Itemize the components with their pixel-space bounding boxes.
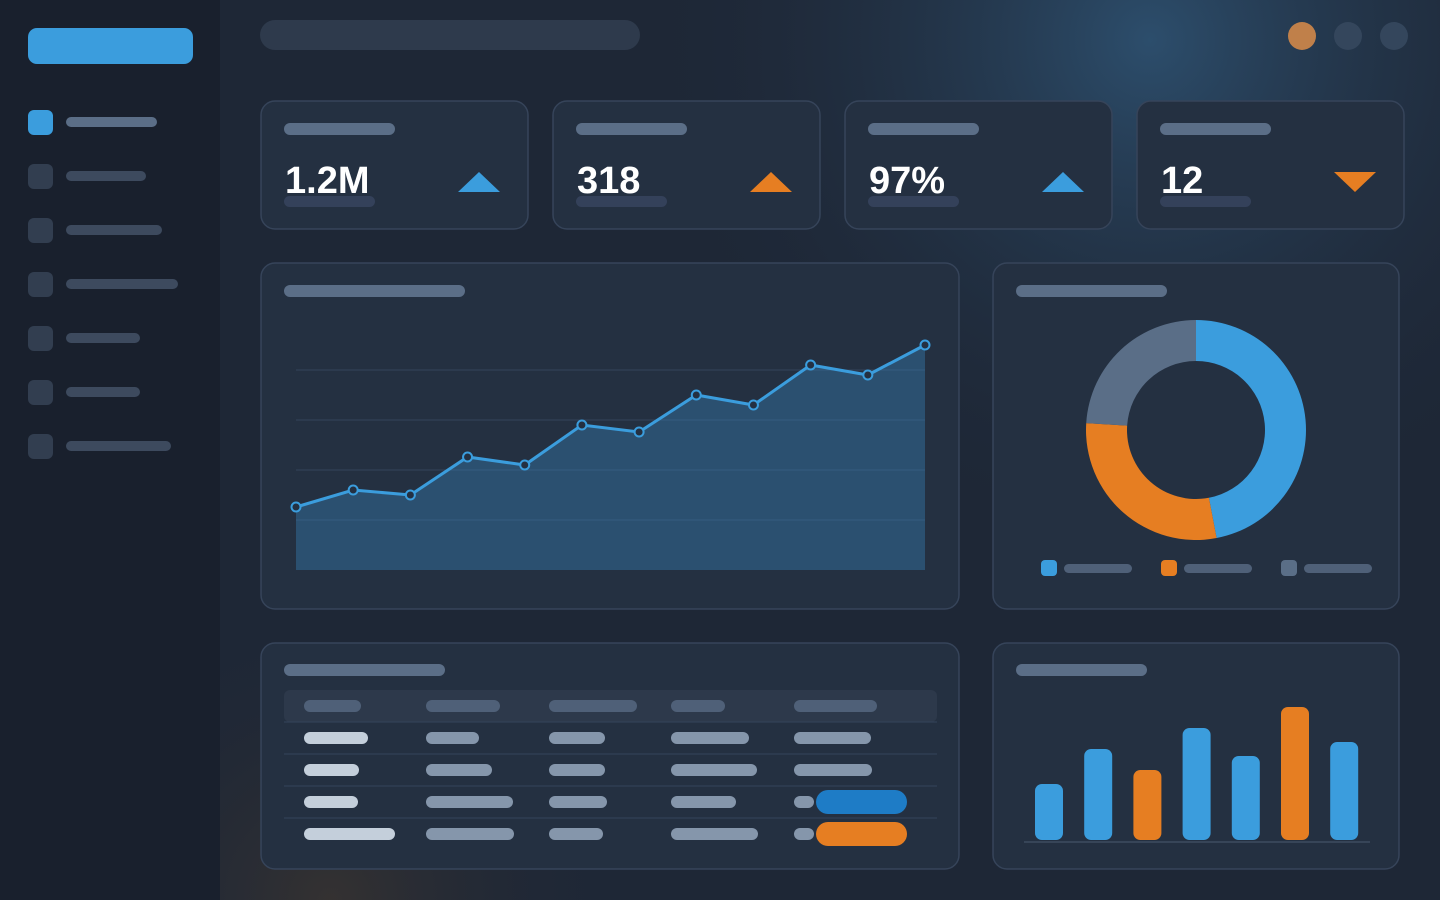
placeholder [1064,564,1132,573]
placeholder [426,796,513,808]
card [992,262,1400,610]
placeholder [426,764,492,776]
trend-arrow [750,172,792,192]
point [862,369,874,381]
placeholder [304,732,368,744]
placeholder [284,196,375,207]
nav-label [66,171,146,181]
placeholder [671,796,736,808]
nav-icon[interactable] [28,380,53,405]
placeholder [1160,196,1251,207]
area-fill [296,345,925,570]
card [260,262,960,610]
point [576,419,588,431]
placeholder [794,700,877,712]
placeholder [1016,285,1167,297]
icon-button[interactable] [1380,22,1408,50]
legend-swatch [1161,560,1177,576]
logo[interactable] [28,28,193,64]
point [805,359,817,371]
bar [1231,756,1260,840]
kpi-value: 318 [577,160,640,202]
placeholder [549,732,605,744]
nav-label [66,387,140,397]
bar [1084,749,1113,840]
placeholder [426,732,479,744]
placeholder [671,732,749,744]
point [519,459,531,471]
point [462,451,474,463]
nav-label [66,333,140,343]
point [633,426,645,438]
placeholder [794,828,814,840]
point [919,339,931,351]
placeholder [576,123,687,135]
line [295,343,926,509]
placeholder [1304,564,1372,573]
placeholder [671,828,758,840]
placeholder [304,796,358,808]
status-pill[interactable] [816,822,907,846]
placeholder [304,700,361,712]
placeholder [304,828,395,840]
bar [1281,707,1309,840]
trend-arrow [458,172,500,192]
placeholder [549,764,605,776]
placeholder [671,764,757,776]
icon-button[interactable] [1334,22,1362,50]
nav-icon[interactable] [28,218,53,243]
point [290,501,302,513]
legend-swatch [1041,560,1057,576]
kpi-value: 12 [1161,160,1203,202]
donut-segment [1086,319,1196,426]
point [747,399,759,411]
placeholder [576,196,667,207]
nav-label [66,441,171,451]
placeholder [426,700,500,712]
bar [1182,728,1211,840]
point [404,489,416,501]
nav-icon[interactable] [28,164,53,189]
placeholder [794,796,814,808]
kpi-value: 1.2M [285,160,369,202]
nav-icon[interactable] [28,272,53,297]
bar [1330,742,1359,840]
placeholder [549,796,607,808]
nav-icon[interactable] [28,110,53,135]
avatar[interactable] [1288,22,1316,50]
placeholder [868,123,979,135]
placeholder [794,732,871,744]
kpi-value: 97% [869,160,945,202]
placeholder [671,700,725,712]
placeholder [1016,664,1147,676]
placeholder [426,828,514,840]
placeholder [794,764,872,776]
trend-arrow [1042,172,1084,192]
search-bar[interactable] [260,20,640,50]
placeholder [1160,123,1271,135]
placeholder [284,123,395,135]
placeholder [284,664,445,676]
status-pill[interactable] [816,790,907,814]
placeholder [549,700,637,712]
bar [1133,770,1162,840]
trend-arrow [1334,172,1376,192]
placeholder [1184,564,1252,573]
nav-icon[interactable] [28,326,53,351]
nav-label [66,279,178,289]
nav-label [66,225,162,235]
placeholder [284,285,465,297]
legend-swatch [1281,560,1297,576]
bar [1035,784,1063,840]
point [347,484,359,496]
placeholder [868,196,959,207]
donut-segment [1085,423,1217,540]
placeholder [304,764,359,776]
nav-icon[interactable] [28,434,53,459]
placeholder [549,828,603,840]
point [690,389,702,401]
nav-label [66,117,157,127]
donut-segment [1196,320,1306,539]
